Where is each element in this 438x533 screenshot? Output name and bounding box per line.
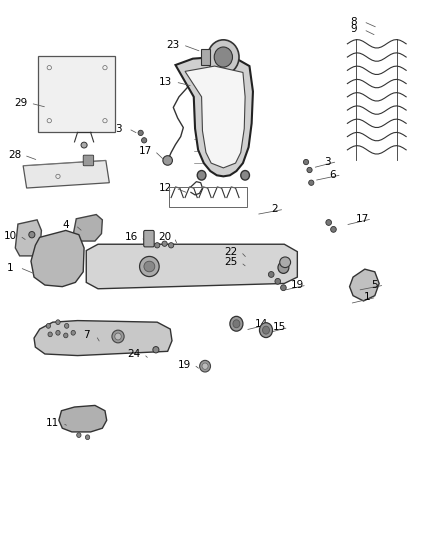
Text: 23: 23 — [167, 40, 180, 50]
Ellipse shape — [331, 227, 336, 232]
Text: 4: 4 — [63, 220, 69, 230]
Polygon shape — [185, 66, 245, 168]
Ellipse shape — [208, 40, 239, 74]
Ellipse shape — [46, 324, 50, 328]
Polygon shape — [73, 215, 102, 241]
Polygon shape — [31, 230, 84, 287]
Text: 1: 1 — [364, 292, 370, 302]
Text: 12: 12 — [159, 183, 173, 193]
Text: 9: 9 — [350, 25, 357, 35]
Text: 8: 8 — [350, 17, 357, 27]
Text: 19: 19 — [291, 280, 304, 290]
Ellipse shape — [326, 220, 332, 225]
Ellipse shape — [169, 243, 174, 248]
Ellipse shape — [241, 171, 250, 180]
Ellipse shape — [259, 322, 272, 337]
FancyBboxPatch shape — [144, 230, 154, 247]
Text: 15: 15 — [272, 322, 286, 333]
Ellipse shape — [275, 278, 281, 284]
Ellipse shape — [202, 363, 208, 369]
Text: 22: 22 — [225, 247, 238, 257]
Ellipse shape — [29, 231, 35, 238]
Ellipse shape — [64, 324, 69, 328]
Text: 3: 3 — [116, 124, 122, 134]
Text: 29: 29 — [14, 98, 28, 108]
Text: 3: 3 — [325, 157, 331, 166]
Ellipse shape — [56, 330, 60, 335]
Text: 1: 1 — [7, 263, 14, 272]
Ellipse shape — [197, 171, 206, 180]
Ellipse shape — [278, 262, 289, 273]
Text: 17: 17 — [356, 214, 369, 224]
Text: 25: 25 — [225, 257, 238, 267]
Text: 19: 19 — [177, 360, 191, 369]
Ellipse shape — [233, 320, 240, 328]
Ellipse shape — [230, 317, 243, 331]
Text: 20: 20 — [158, 232, 171, 243]
Ellipse shape — [214, 47, 233, 67]
Text: 24: 24 — [127, 349, 141, 359]
Text: 14: 14 — [255, 319, 268, 329]
Ellipse shape — [262, 326, 269, 334]
Text: 10: 10 — [4, 231, 17, 241]
Ellipse shape — [280, 257, 290, 268]
Ellipse shape — [141, 138, 147, 143]
Polygon shape — [23, 160, 110, 188]
Text: 2: 2 — [272, 204, 278, 214]
Polygon shape — [350, 269, 379, 301]
Bar — [201, 49, 210, 65]
Ellipse shape — [56, 320, 60, 325]
Text: 21: 21 — [142, 236, 155, 246]
Text: 28: 28 — [8, 150, 21, 160]
Ellipse shape — [268, 271, 274, 277]
Ellipse shape — [155, 243, 160, 248]
Ellipse shape — [163, 156, 173, 165]
Text: 5: 5 — [371, 280, 378, 290]
Text: 16: 16 — [124, 232, 138, 243]
Ellipse shape — [77, 433, 81, 438]
Ellipse shape — [162, 241, 167, 246]
Ellipse shape — [307, 167, 312, 173]
Polygon shape — [176, 57, 253, 176]
Ellipse shape — [309, 180, 314, 185]
Ellipse shape — [71, 330, 75, 335]
Ellipse shape — [115, 333, 121, 340]
Polygon shape — [59, 406, 107, 432]
Ellipse shape — [281, 285, 286, 290]
Ellipse shape — [64, 333, 68, 338]
Ellipse shape — [304, 159, 309, 165]
Ellipse shape — [153, 346, 159, 353]
Ellipse shape — [81, 142, 87, 148]
Text: 6: 6 — [329, 170, 336, 180]
Text: 7: 7 — [83, 330, 89, 341]
Ellipse shape — [138, 130, 143, 135]
Text: 17: 17 — [138, 146, 152, 156]
Ellipse shape — [112, 330, 124, 343]
Ellipse shape — [85, 435, 90, 440]
FancyBboxPatch shape — [83, 155, 94, 166]
FancyBboxPatch shape — [38, 56, 116, 132]
Polygon shape — [34, 320, 172, 356]
Polygon shape — [15, 220, 42, 256]
Ellipse shape — [144, 261, 155, 272]
Text: 11: 11 — [46, 418, 60, 428]
Ellipse shape — [140, 256, 159, 277]
Polygon shape — [86, 244, 297, 289]
Text: 13: 13 — [159, 77, 173, 87]
Ellipse shape — [48, 332, 52, 337]
Ellipse shape — [200, 360, 211, 372]
